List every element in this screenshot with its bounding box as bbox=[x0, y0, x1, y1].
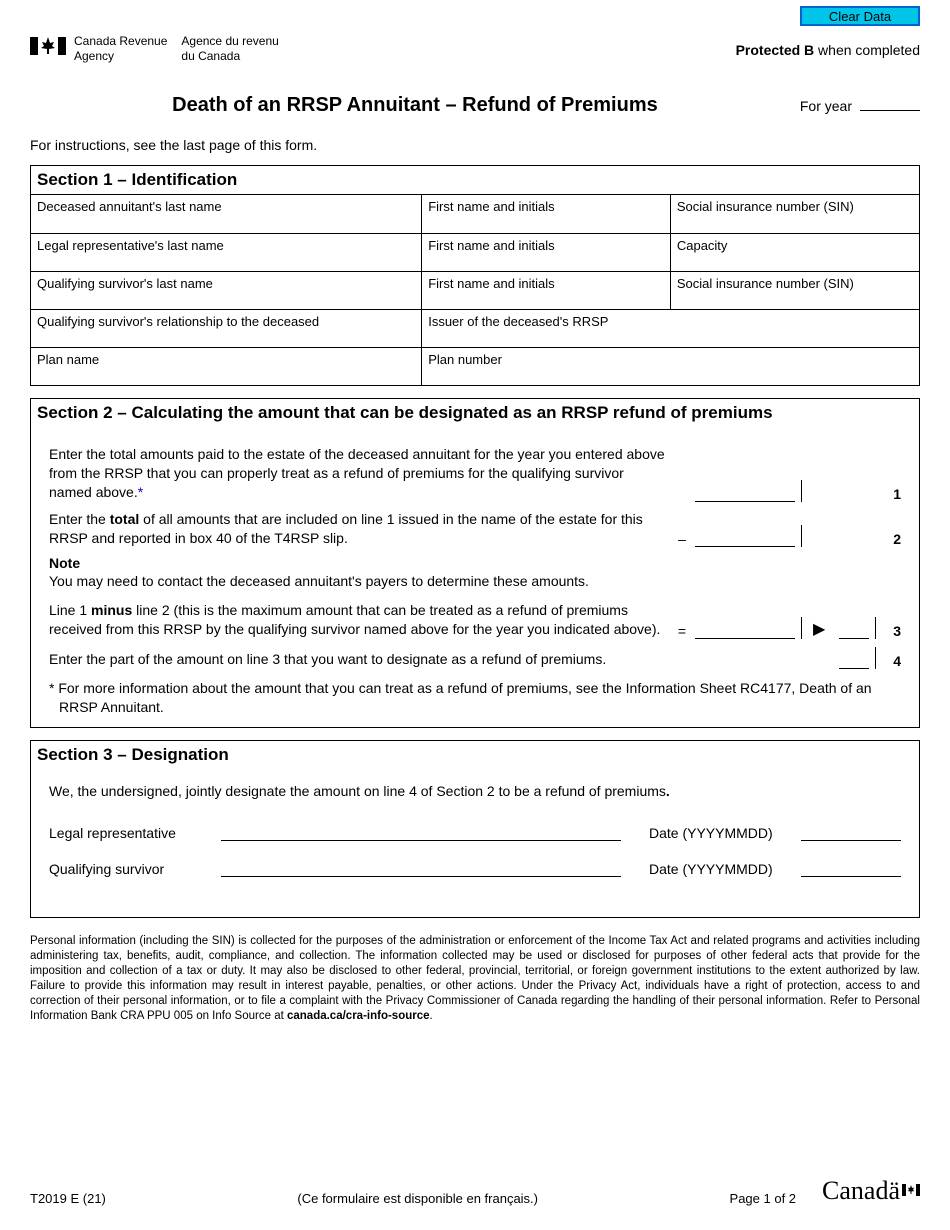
rep-last-name-field[interactable]: Legal representative's last name bbox=[31, 233, 422, 271]
agency-en-line2: Agency bbox=[74, 49, 167, 64]
divider-bar bbox=[801, 525, 807, 547]
minus-operator: – bbox=[675, 531, 689, 547]
canada-flag-icon bbox=[30, 34, 66, 58]
section-2: Section 2 – Calculating the amount that … bbox=[30, 398, 920, 728]
divider-bar bbox=[801, 617, 807, 639]
year-input[interactable] bbox=[860, 97, 920, 111]
line-1-number: 1 bbox=[887, 486, 901, 502]
section-1-title: Section 1 – Identification bbox=[31, 166, 919, 195]
agency-fr-line1: Agence du revenu bbox=[181, 34, 278, 49]
line-3-input-right[interactable] bbox=[839, 621, 869, 639]
deceased-sin-field[interactable]: Social insurance number (SIN) bbox=[670, 195, 919, 233]
section-3: Section 3 – Designation We, the undersig… bbox=[30, 740, 920, 918]
equals-operator: = bbox=[675, 623, 689, 639]
wordmark-flag-icon bbox=[902, 1184, 920, 1196]
line-2-input[interactable] bbox=[695, 529, 795, 547]
privacy-notice: Personal information (including the SIN)… bbox=[30, 934, 920, 1024]
instructions-text: For instructions, see the last page of t… bbox=[30, 137, 920, 153]
designation-text: We, the undersigned, jointly designate t… bbox=[49, 783, 901, 799]
footer-french-note: (Ce formulaire est disponible en françai… bbox=[106, 1191, 730, 1206]
survivor-last-name-field[interactable]: Qualifying survivor's last name bbox=[31, 271, 422, 309]
survivor-date-input[interactable] bbox=[801, 861, 901, 877]
deceased-last-name-field[interactable]: Deceased annuitant's last name bbox=[31, 195, 422, 233]
arrow-right-icon: ▶ bbox=[813, 619, 833, 639]
note-text: You may need to contact the deceased ann… bbox=[49, 573, 901, 589]
survivor-first-name-field[interactable]: First name and initials bbox=[422, 271, 671, 309]
form-title: Death of an RRSP Annuitant – Refund of P… bbox=[30, 94, 800, 117]
legal-rep-date-input[interactable] bbox=[801, 825, 901, 841]
line-1-text: Enter the total amounts paid to the esta… bbox=[49, 445, 669, 502]
identification-table: Deceased annuitant's last name First nam… bbox=[31, 195, 919, 385]
date-label-2: Date (YYYYMMDD) bbox=[649, 861, 789, 877]
deceased-first-name-field[interactable]: First name and initials bbox=[422, 195, 671, 233]
footnote-marker: * bbox=[138, 484, 143, 500]
divider-bar bbox=[801, 480, 807, 502]
protected-marking: Protected B when completed bbox=[736, 42, 920, 58]
section-3-title: Section 3 – Designation bbox=[31, 741, 919, 769]
agency-fr-line2: du Canada bbox=[181, 49, 278, 64]
page-footer: T2019 E (21) (Ce formulaire est disponib… bbox=[30, 1176, 920, 1206]
relationship-field[interactable]: Qualifying survivor's relationship to th… bbox=[31, 309, 422, 347]
plan-name-field[interactable]: Plan name bbox=[31, 347, 422, 385]
line-3-number: 3 bbox=[887, 623, 901, 639]
for-year-label: For year bbox=[800, 98, 852, 114]
line-2-number: 2 bbox=[887, 531, 901, 547]
agency-en-line1: Canada Revenue bbox=[74, 34, 167, 49]
section-1: Section 1 – Identification Deceased annu… bbox=[30, 165, 920, 386]
plan-number-field[interactable]: Plan number bbox=[422, 347, 919, 385]
note-label: Note bbox=[49, 555, 901, 571]
line-2-text: Enter the total of all amounts that are … bbox=[49, 510, 669, 548]
date-label-1: Date (YYYYMMDD) bbox=[649, 825, 789, 841]
line-4-input[interactable] bbox=[839, 651, 869, 669]
survivor-signature-line[interactable] bbox=[221, 861, 621, 877]
clear-data-button[interactable]: Clear Data bbox=[800, 6, 920, 26]
form-code: T2019 E (21) bbox=[30, 1191, 106, 1206]
section-2-footnote: * For more information about the amount … bbox=[49, 679, 901, 717]
canada-wordmark: Canadä bbox=[822, 1176, 920, 1206]
rep-first-name-field[interactable]: First name and initials bbox=[422, 233, 671, 271]
legal-rep-label: Legal representative bbox=[49, 825, 209, 841]
page-number: Page 1 of 2 bbox=[730, 1191, 797, 1206]
agency-name-block: Canada Revenue Agency Agence du revenu d… bbox=[74, 34, 279, 64]
line-1-input[interactable] bbox=[695, 484, 795, 502]
line-3-text: Line 1 minus line 2 (this is the maximum… bbox=[49, 601, 669, 639]
survivor-label: Qualifying survivor bbox=[49, 861, 209, 877]
survivor-sin-field[interactable]: Social insurance number (SIN) bbox=[670, 271, 919, 309]
rep-capacity-field[interactable]: Capacity bbox=[670, 233, 919, 271]
divider-bar bbox=[875, 647, 881, 669]
section-2-title: Section 2 – Calculating the amount that … bbox=[31, 399, 919, 427]
legal-rep-signature-line[interactable] bbox=[221, 825, 621, 841]
line-4-number: 4 bbox=[887, 653, 901, 669]
line-3-input-left[interactable] bbox=[695, 621, 795, 639]
issuer-field[interactable]: Issuer of the deceased's RRSP bbox=[422, 309, 919, 347]
divider-bar bbox=[875, 617, 881, 639]
line-4-text: Enter the part of the amount on line 3 t… bbox=[49, 650, 669, 669]
